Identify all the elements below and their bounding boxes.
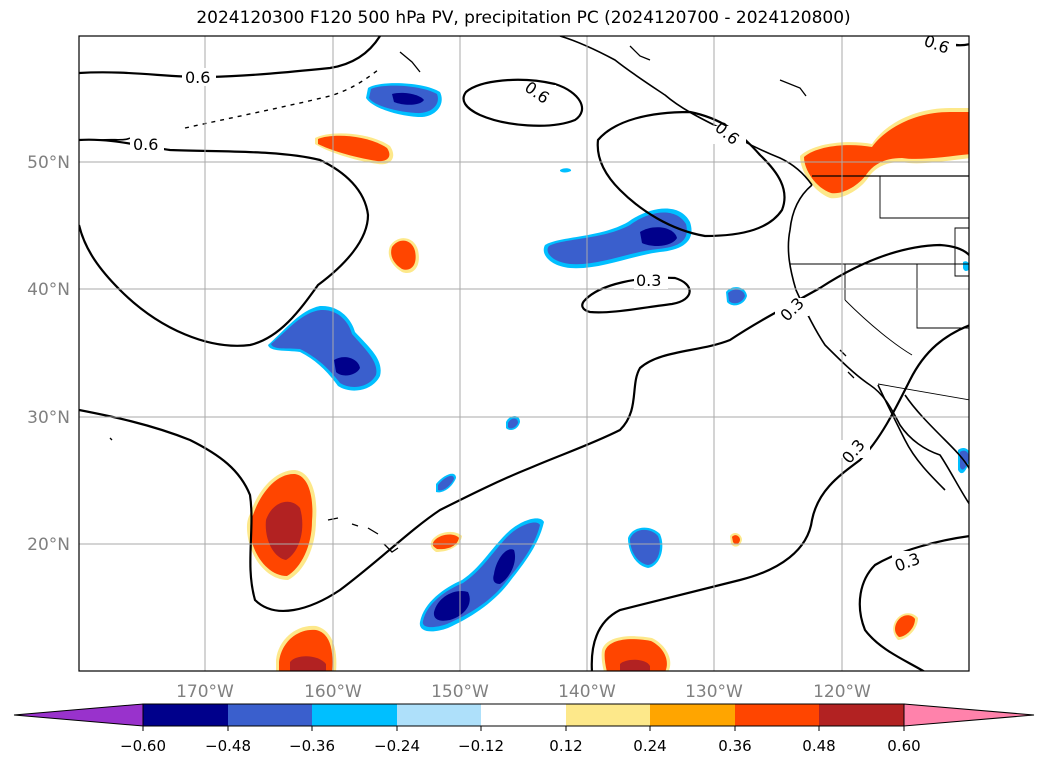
colorbar-bin — [481, 704, 566, 726]
lon-labels: 170°W 160°W 150°W 140°W 130°W 120°W — [176, 682, 871, 702]
pos-blob-20n-small — [430, 531, 918, 640]
colorbar-tick-label: −0.48 — [205, 737, 251, 755]
lon-label-150w: 150°W — [431, 682, 489, 702]
colorbar-bin — [735, 704, 819, 726]
contour-label: 0.3 — [636, 271, 661, 290]
map-background — [79, 36, 969, 671]
neg-blob-aleutian — [366, 83, 442, 118]
pv-contour-0.6-north — [79, 36, 381, 79]
colorbar-tick-label: 0.24 — [633, 737, 666, 755]
pv-contour-0.3-se — [858, 535, 969, 671]
lon-label-130w: 130°W — [685, 682, 743, 702]
colorbar-tick-label: 0.48 — [802, 737, 835, 755]
colorbar-over-arrow — [903, 703, 1035, 727]
baja-peninsula — [877, 384, 946, 491]
pos-blob-42n — [388, 238, 419, 274]
neg-blob-18n — [419, 518, 544, 632]
pos-blob-52n — [315, 133, 394, 165]
colorbar-tick-label: −0.12 — [458, 737, 504, 755]
pv-contour-0.6-coast — [596, 110, 786, 238]
lat-label-20n: 20°N — [27, 535, 70, 555]
lon-label-160w: 160°W — [304, 682, 362, 702]
colorbar-bin — [819, 704, 904, 726]
pos-blob-21n — [246, 470, 317, 580]
contour-label: 0.6 — [133, 135, 158, 154]
gridlines — [79, 36, 969, 671]
colorbar-bin — [650, 704, 735, 726]
lon-label-140w: 140°W — [558, 682, 616, 702]
lat-label-40n: 40°N — [27, 280, 70, 300]
colorbar-tick-label: 0.36 — [718, 737, 751, 755]
colorbar-bin — [228, 704, 312, 726]
map-title: 2024120300 F120 500 hPa PV, precipitatio… — [196, 8, 851, 28]
aleutian-dash — [184, 69, 379, 129]
lat-label-30n: 30°N — [27, 408, 70, 428]
lon-label-120w: 120°W — [813, 682, 871, 702]
colorbar-tick-label: 0.60 — [887, 737, 920, 755]
colorbar-under-arrow — [13, 703, 144, 727]
colorbar-bin — [312, 704, 397, 726]
pv-contour-0.6-ring — [462, 78, 584, 127]
colorbar-bin — [566, 704, 650, 726]
lat-labels: 50°N 40°N 30°N 20°N — [27, 153, 70, 555]
pv-contour-0.6-gyre — [79, 138, 370, 347]
neg-blob-small — [436, 168, 969, 568]
colorbar-bin — [143, 704, 228, 726]
state-borders — [790, 176, 969, 401]
coastlines — [99, 36, 969, 505]
us-west-coast — [787, 184, 969, 505]
lon-label-170w: 170°W — [176, 682, 234, 702]
pv-contour-0.3-south — [590, 324, 969, 671]
colorbar-tick-label: −0.36 — [289, 737, 335, 755]
contour-label: 0.6 — [185, 68, 210, 87]
map-frame — [78, 35, 970, 672]
colorbar-bin — [397, 704, 481, 726]
lat-label-50n: 50°N — [27, 153, 70, 173]
neg-blob-42n — [543, 208, 692, 269]
colorbar: −0.60 −0.48 −0.36 −0.24 −0.12 0.12 0.24 … — [13, 703, 1035, 755]
colorbar-tick-label: 0.12 — [549, 737, 582, 755]
colorbar-tick-label: −0.60 — [120, 737, 166, 755]
alaska-coast — [559, 36, 813, 186]
pos-blob-bottom — [276, 625, 671, 671]
gulf-california — [904, 394, 969, 470]
neg-blob-36n — [268, 305, 381, 391]
aleutian-arc — [99, 137, 131, 141]
pv-contour-0.3-long — [79, 243, 969, 612]
colorbar-tick-label: −0.24 — [374, 737, 420, 755]
colorbar-outline — [142, 703, 905, 727]
